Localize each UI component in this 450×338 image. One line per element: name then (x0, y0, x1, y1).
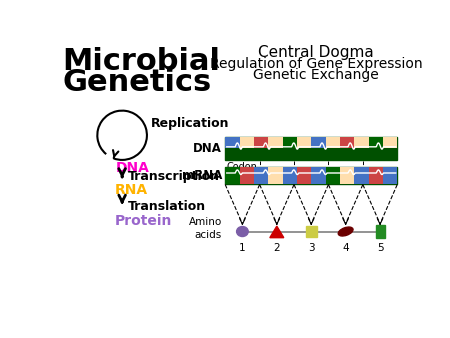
Bar (239, 137, 254, 148)
Text: Transcription: Transcription (128, 170, 220, 183)
Text: Codon: Codon (227, 162, 257, 172)
Text: 3: 3 (308, 168, 315, 177)
Text: 3: 3 (308, 243, 315, 253)
Bar (297, 137, 311, 148)
Bar (239, 167, 254, 184)
Bar (283, 137, 297, 148)
Text: DNA: DNA (116, 162, 150, 175)
Bar (369, 137, 383, 148)
Text: Genetics: Genetics (63, 68, 212, 97)
Text: DNA: DNA (193, 142, 222, 155)
Bar (383, 167, 397, 184)
Bar (376, 225, 385, 238)
Text: 1: 1 (239, 243, 246, 253)
Bar (254, 137, 268, 148)
Bar (325, 137, 340, 148)
Text: 4: 4 (342, 168, 349, 177)
Bar (354, 167, 369, 184)
Text: mRNA: mRNA (182, 169, 222, 182)
Bar (225, 167, 239, 184)
Text: Translation: Translation (128, 200, 207, 213)
Text: 5: 5 (377, 168, 383, 177)
Ellipse shape (338, 227, 353, 236)
Text: Genetic Exchange: Genetic Exchange (253, 68, 379, 81)
Bar (383, 137, 397, 148)
Bar (225, 137, 397, 160)
Text: 2: 2 (274, 243, 280, 253)
Bar (306, 226, 317, 237)
Bar (311, 137, 325, 148)
Text: Protein: Protein (114, 214, 172, 228)
Bar (340, 167, 354, 184)
Text: 4: 4 (342, 243, 349, 253)
Bar (297, 167, 311, 184)
Polygon shape (270, 226, 284, 238)
Text: 5: 5 (377, 243, 383, 253)
Text: Microbial: Microbial (63, 47, 220, 76)
Bar (369, 167, 383, 184)
Text: 1: 1 (239, 168, 246, 177)
Bar (268, 137, 283, 148)
Bar (340, 137, 354, 148)
Bar (225, 137, 239, 148)
Text: Central Dogma: Central Dogma (258, 45, 374, 60)
Bar (268, 167, 283, 184)
Bar (283, 167, 297, 184)
Bar (225, 167, 397, 184)
Bar (354, 137, 369, 148)
Text: Amino
acids: Amino acids (189, 217, 222, 240)
Text: RNA: RNA (114, 183, 148, 197)
Bar (254, 167, 268, 184)
Bar (325, 167, 340, 184)
Text: Replication: Replication (151, 117, 230, 130)
Text: Regulation of Gene Expression: Regulation of Gene Expression (210, 57, 422, 71)
Ellipse shape (237, 226, 248, 237)
Text: 2: 2 (274, 168, 280, 177)
Bar (311, 167, 325, 184)
